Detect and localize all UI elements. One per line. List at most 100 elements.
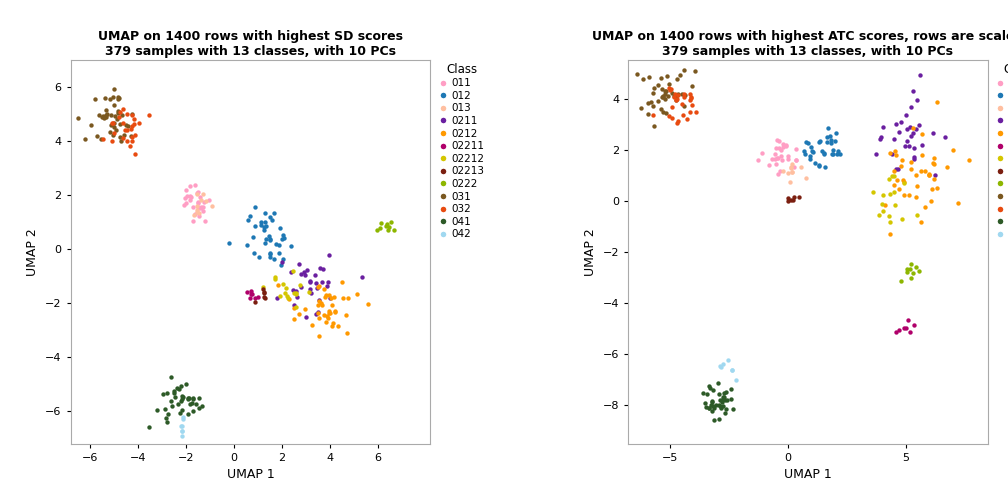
- Point: [247, 203, 263, 211]
- Point: [108, 125, 124, 134]
- Point: [327, 307, 343, 315]
- Point: [893, 118, 909, 126]
- Point: [184, 203, 201, 211]
- Point: [95, 135, 111, 143]
- Point: [798, 174, 814, 182]
- Point: [174, 406, 191, 414]
- Point: [907, 125, 923, 133]
- Point: [926, 160, 942, 168]
- Point: [769, 154, 785, 162]
- Point: [314, 265, 331, 273]
- Point: [291, 260, 307, 268]
- Point: [706, 404, 722, 412]
- Point: [875, 122, 891, 131]
- Point: [711, 415, 727, 423]
- Point: [924, 159, 940, 167]
- Point: [719, 396, 735, 404]
- Point: [195, 191, 211, 199]
- Point: [805, 148, 822, 156]
- Point: [316, 285, 332, 293]
- Point: [664, 113, 680, 121]
- Point: [192, 204, 208, 212]
- Point: [654, 93, 670, 101]
- Point: [102, 95, 118, 103]
- Point: [293, 270, 309, 278]
- Point: [926, 175, 942, 183]
- Point: [771, 144, 787, 152]
- Point: [654, 86, 670, 94]
- Point: [262, 250, 278, 258]
- Point: [683, 93, 700, 101]
- Point: [780, 152, 796, 160]
- Point: [309, 307, 326, 316]
- Point: [873, 133, 889, 141]
- Point: [327, 308, 343, 316]
- Point: [871, 211, 887, 219]
- Point: [875, 207, 891, 215]
- Point: [774, 167, 790, 175]
- Point: [256, 293, 272, 301]
- Point: [324, 294, 340, 302]
- Point: [191, 199, 207, 207]
- Point: [673, 90, 689, 98]
- Legend: 011, 012, 013, 0211, 0212, 02211, 02212, 02213, 0222, 031, 032, 041, 042: 011, 012, 013, 0211, 0212, 02211, 02212,…: [437, 60, 486, 241]
- Point: [321, 251, 337, 259]
- Point: [87, 95, 103, 103]
- Point: [716, 394, 732, 402]
- Point: [182, 193, 199, 201]
- Point: [182, 181, 199, 190]
- Point: [886, 167, 902, 175]
- Point: [814, 147, 831, 155]
- Point: [899, 137, 915, 145]
- Point: [687, 67, 704, 75]
- Point: [181, 196, 198, 204]
- Point: [655, 92, 671, 100]
- Point: [754, 149, 770, 157]
- Point: [98, 111, 114, 119]
- Point: [288, 287, 304, 295]
- Point: [657, 87, 673, 95]
- Point: [698, 403, 714, 411]
- Point: [257, 293, 273, 301]
- Point: [268, 240, 284, 248]
- Point: [723, 385, 739, 393]
- Point: [256, 288, 272, 296]
- Point: [714, 396, 730, 404]
- Point: [881, 174, 897, 182]
- Point: [266, 209, 282, 217]
- Point: [96, 113, 112, 121]
- Point: [288, 303, 304, 311]
- Point: [124, 133, 140, 141]
- Point: [256, 218, 272, 226]
- Point: [791, 193, 807, 201]
- Point: [262, 235, 278, 243]
- Point: [951, 199, 967, 207]
- Point: [780, 194, 796, 202]
- Point: [194, 402, 210, 410]
- Point: [926, 154, 942, 162]
- Point: [191, 198, 207, 206]
- Point: [288, 289, 304, 297]
- Point: [119, 137, 135, 145]
- Point: [702, 404, 718, 412]
- Point: [773, 152, 789, 160]
- Point: [308, 284, 325, 292]
- Point: [193, 196, 209, 204]
- Point: [718, 389, 734, 397]
- Point: [324, 300, 340, 308]
- Point: [882, 218, 898, 226]
- Point: [705, 387, 721, 395]
- Point: [655, 108, 671, 116]
- Point: [186, 181, 203, 189]
- Point: [110, 93, 126, 101]
- Point: [320, 314, 336, 323]
- Point: [291, 310, 307, 318]
- Point: [816, 150, 833, 158]
- Point: [188, 206, 205, 214]
- Point: [274, 231, 290, 239]
- Point: [909, 96, 925, 104]
- Point: [184, 217, 201, 225]
- Point: [688, 108, 705, 116]
- Point: [163, 397, 179, 405]
- Point: [763, 155, 779, 163]
